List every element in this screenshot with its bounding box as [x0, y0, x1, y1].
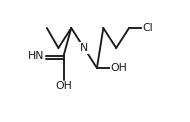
Text: OH: OH [111, 63, 127, 73]
Text: Cl: Cl [143, 23, 153, 33]
Text: N: N [80, 43, 88, 53]
Text: OH: OH [55, 81, 72, 91]
Text: HN: HN [28, 51, 45, 61]
